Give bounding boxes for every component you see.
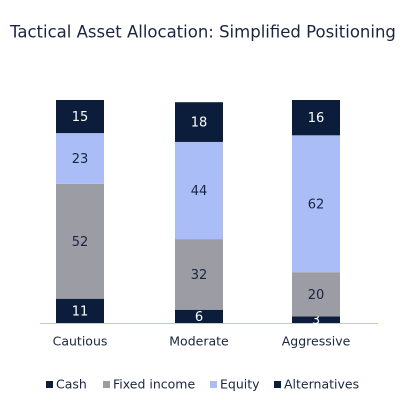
data-label: 11: [72, 304, 89, 319]
legend-label: Cash: [56, 377, 87, 392]
data-label: 15: [72, 110, 89, 125]
legend-label: Equity: [220, 377, 260, 392]
legend-label: Fixed income: [113, 377, 195, 392]
legend-swatch: [210, 381, 217, 388]
data-label: 52: [72, 235, 89, 250]
bar-segment: [56, 100, 104, 134]
bar-segment: [292, 272, 340, 317]
bar-segment: [56, 298, 104, 323]
bar-segment: [175, 102, 223, 142]
legend-swatch: [103, 381, 110, 388]
bar-segment: [175, 239, 223, 310]
bar-segment: [56, 183, 104, 299]
data-label: 44: [191, 184, 208, 199]
chart-title: Tactical Asset Allocation: Simplified Po…: [9, 23, 396, 42]
legend-label: Alternatives: [284, 377, 359, 392]
x-tick-label: Aggressive: [282, 334, 351, 349]
legend-swatch: [274, 381, 281, 388]
bar-segment: [292, 316, 340, 323]
data-label: 6: [195, 310, 203, 325]
x-tick-label: Cautious: [53, 334, 108, 349]
data-label: 16: [308, 111, 325, 126]
bar-segment: [292, 100, 340, 136]
bar-segment: [175, 141, 223, 240]
data-label: 62: [308, 197, 325, 212]
bar-segment: [175, 309, 223, 323]
data-label: 23: [72, 152, 89, 167]
data-label: 3: [312, 313, 320, 328]
data-label: 20: [308, 288, 325, 303]
data-label: 32: [191, 268, 208, 283]
legend-swatch: [46, 381, 53, 388]
x-tick-label: Moderate: [169, 334, 229, 349]
bar-segment: [292, 135, 340, 273]
data-label: 18: [191, 116, 208, 131]
bar-segment: [56, 133, 104, 184]
